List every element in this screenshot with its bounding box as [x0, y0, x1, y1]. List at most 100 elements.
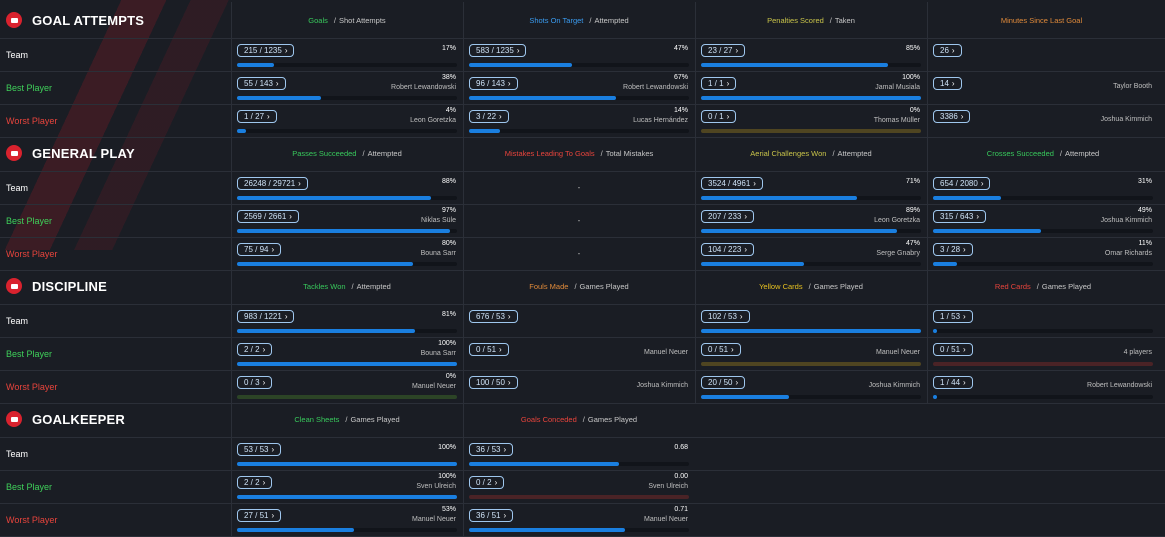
stat-value-button[interactable]: 0 / 2 › [469, 476, 505, 489]
player-name[interactable]: Omar Richards [1104, 250, 1152, 257]
player-name[interactable]: Sven Ulreich [416, 483, 456, 490]
stat-value-button[interactable]: 1 / 1 › [701, 77, 737, 90]
player-name[interactable]: Joshua Kimmich [1100, 217, 1152, 224]
player-name[interactable]: Leon Goretzka [410, 117, 456, 124]
progress-bar [237, 495, 457, 499]
chevron-right-icon: › [726, 111, 730, 121]
stat-value: 104 / 223 [708, 244, 742, 254]
stat-value-button[interactable]: 3 / 22 › [469, 110, 509, 123]
player-name[interactable]: Lucas Hernández [633, 117, 688, 124]
player-name[interactable]: Serge Gnabry [876, 250, 920, 257]
player-name[interactable]: Manuel Neuer [876, 349, 920, 356]
player-name[interactable]: Bouna Sarr [420, 250, 456, 257]
stat-value-button[interactable]: 0 / 3 › [237, 376, 273, 389]
column-separator: / [582, 414, 585, 424]
player-name[interactable]: Leon Goretzka [874, 217, 920, 224]
row-label-text: Team [6, 316, 29, 326]
player-name[interactable]: Manuel Neuer [644, 516, 688, 523]
progress-fill [237, 229, 451, 233]
stat-value-button[interactable]: 215 / 1235 › [237, 44, 295, 57]
player-name[interactable]: Thomas Müller [873, 117, 920, 124]
stat-value-button[interactable]: 0 / 1 › [701, 110, 737, 123]
stat-value-button[interactable]: 0 / 51 › [701, 343, 741, 356]
stat-value-button[interactable]: 3 / 28 › [933, 243, 973, 256]
player-name[interactable]: Taylor Booth [1113, 83, 1152, 90]
stat-value-button[interactable]: 2 / 2 › [237, 343, 273, 356]
stat-value-button[interactable]: 26248 / 29721 › [237, 177, 308, 190]
player-name[interactable]: Robert Lewandowski [391, 84, 456, 91]
progress-fill [701, 229, 897, 233]
stat-value-button[interactable]: 27 / 51 › [237, 509, 282, 522]
stat-value-button[interactable]: 3524 / 4961 › [701, 177, 763, 190]
player-name[interactable]: Jamal Musiala [875, 84, 920, 91]
stat-percentage: 80% [441, 240, 456, 247]
stat-value-button[interactable]: 75 / 94 › [237, 243, 282, 256]
column-separator: / [362, 148, 365, 158]
row-label: Best Player [6, 471, 52, 503]
stat-value-button[interactable]: 983 / 1221 › [237, 310, 295, 323]
stat-value-button[interactable]: 14 › [933, 77, 962, 90]
stat-value-button[interactable]: 1 / 27 › [237, 110, 277, 123]
progress-bar [701, 96, 921, 100]
player-name[interactable]: Bouna Sarr [420, 350, 456, 357]
stat-value-button[interactable]: 26 › [933, 44, 962, 57]
stat-value: 27 / 51 [244, 510, 269, 520]
player-name[interactable]: Manuel Neuer [412, 383, 456, 390]
stat-value-button[interactable]: 100 / 50 › [469, 376, 518, 389]
stat-value-button[interactable]: 20 / 50 › [701, 376, 746, 389]
progress-fill [237, 528, 354, 532]
row-label: Worst Player [6, 238, 57, 270]
section-goalkeeper: GOALKEEPER Clean Sheets / Games Played Goals… [0, 401, 1165, 537]
player-name[interactable]: Manuel Neuer [412, 516, 456, 523]
stat-value-button[interactable]: 104 / 223 › [701, 243, 755, 256]
stat-value-button[interactable]: 654 / 2080 › [933, 177, 991, 190]
stat-row-worst: Worst Player 75 / 94 › 80% Bouna Sarr -104 / … [0, 238, 1165, 271]
stat-value-button[interactable]: 676 / 53 › [469, 310, 518, 323]
stat-percentage: 0% [445, 373, 456, 380]
section-title: DISCIPLINE [32, 278, 107, 294]
progress-bar [469, 462, 689, 466]
player-name[interactable]: Robert Lewandowski [1087, 382, 1152, 389]
player-name[interactable]: Joshua Kimmich [868, 382, 920, 389]
stat-value-button[interactable]: 207 / 233 › [701, 210, 755, 223]
stat-value: 0 / 3 [244, 377, 260, 387]
stat-value-button[interactable]: 23 / 27 › [701, 44, 746, 57]
stat-value-button[interactable]: 36 / 51 › [469, 509, 514, 522]
player-name[interactable]: Joshua Kimmich [1100, 116, 1152, 123]
stat-value-button[interactable]: 2569 / 2661 › [237, 210, 299, 223]
player-name[interactable]: Joshua Kimmich [636, 382, 688, 389]
stat-value-button[interactable]: 55 / 143 › [237, 77, 286, 90]
player-name[interactable]: Manuel Neuer [644, 349, 688, 356]
player-name[interactable]: Robert Lewandowski [623, 84, 688, 91]
stat-value-button[interactable]: 2 / 2 › [237, 476, 273, 489]
stat-value-button[interactable]: 1 / 53 › [933, 310, 973, 323]
stat-value-button[interactable]: 0 / 51 › [469, 343, 509, 356]
stat-value: 53 / 53 [244, 444, 269, 454]
column-metric: Crosses Succeeded [986, 148, 1054, 158]
progress-fill [469, 129, 500, 133]
stat-value-button[interactable]: 1 / 44 › [933, 376, 973, 389]
progress-bar [237, 462, 457, 466]
stat-value: 983 / 1221 [244, 311, 282, 321]
stat-value-button[interactable]: 0 / 51 › [933, 343, 973, 356]
player-name[interactable]: 4 players [1123, 349, 1152, 356]
stat-value-button[interactable]: 96 / 143 › [469, 77, 518, 90]
stat-row-team: Team 983 / 1221 › 81% 676 / 53 › 102 / 53 › 1 / … [0, 305, 1165, 338]
progress-bar [933, 329, 1153, 333]
stat-percentage: 14% [673, 107, 688, 114]
column-denominator: Games Played [350, 414, 400, 424]
column-header: Minutes Since Last Goal [927, 2, 1158, 38]
stat-value-button[interactable]: 315 / 643 › [933, 210, 987, 223]
progress-fill [701, 196, 858, 200]
stat-value: 36 / 51 [476, 510, 501, 520]
stat-value-button[interactable]: 3386 › [933, 110, 971, 123]
stat-value: 96 / 143 [476, 78, 505, 88]
player-name[interactable]: Niklas Süle [420, 217, 456, 224]
progress-bar [701, 362, 921, 366]
player-name[interactable]: Sven Ulreich [648, 483, 688, 490]
chevron-right-icon: › [298, 178, 301, 188]
stat-value-button[interactable]: 102 / 53 › [701, 310, 750, 323]
stat-value-button[interactable]: 53 / 53 › [237, 443, 282, 456]
stat-value-button[interactable]: 583 / 1235 › [469, 44, 527, 57]
stat-value-button[interactable]: 36 / 53 › [469, 443, 514, 456]
